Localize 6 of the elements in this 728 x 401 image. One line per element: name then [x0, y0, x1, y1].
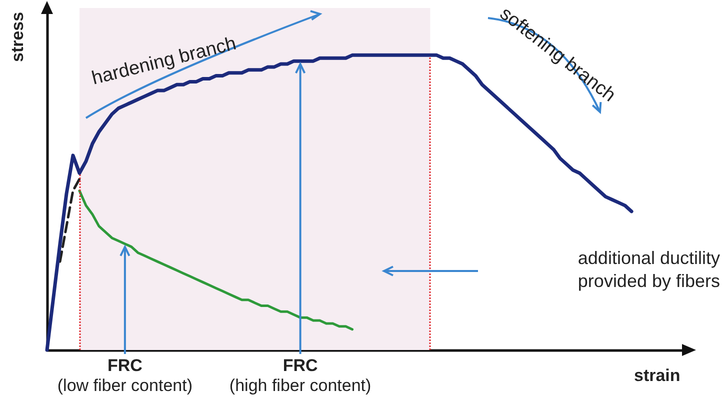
annotation: additional ductility provided by fibers	[578, 247, 720, 293]
y-axis-title: stress	[8, 12, 28, 62]
text: FRC (low fiber content)	[57, 356, 192, 396]
text: FRC (high fiber content)	[229, 356, 372, 396]
annotation: hardening branch	[90, 33, 238, 90]
x-axis-title: strain	[634, 366, 680, 386]
